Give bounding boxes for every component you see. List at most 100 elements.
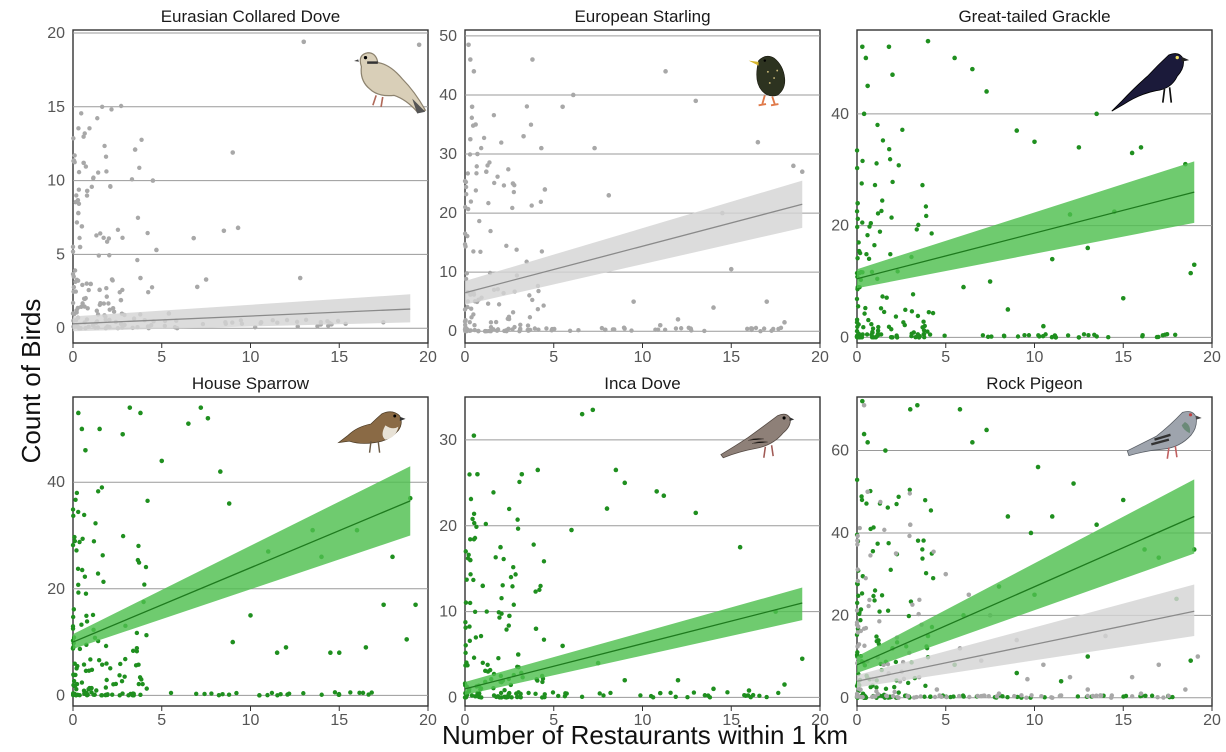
data-point	[198, 405, 204, 410]
data-point	[925, 329, 930, 334]
data-point	[855, 650, 860, 655]
data-point	[230, 639, 236, 645]
data-point	[101, 301, 107, 306]
data-point	[657, 690, 663, 696]
data-point	[874, 161, 879, 166]
data-point	[542, 187, 548, 192]
data-point	[884, 295, 889, 300]
data-point	[921, 538, 926, 543]
data-point	[858, 617, 863, 623]
data-point	[84, 188, 90, 194]
data-point	[896, 690, 901, 695]
data-point	[1172, 332, 1178, 337]
data-point	[516, 690, 521, 695]
x-tick-label: 5	[941, 349, 950, 366]
data-point	[80, 567, 85, 573]
data-point	[541, 637, 547, 642]
data-point	[502, 687, 507, 693]
data-point	[70, 244, 76, 250]
data-point	[1143, 693, 1148, 698]
data-point	[107, 253, 112, 258]
data-point	[1015, 334, 1021, 339]
data-point	[889, 327, 894, 332]
x-tick-label: 20	[419, 349, 437, 366]
data-point	[742, 692, 747, 698]
data-point	[131, 691, 136, 696]
data-point	[880, 294, 885, 299]
data-point	[70, 542, 76, 548]
data-point	[529, 203, 534, 208]
data-point	[890, 335, 895, 340]
data-point	[782, 682, 787, 687]
data-point	[494, 694, 499, 700]
data-point	[884, 693, 890, 699]
data-point	[484, 328, 489, 334]
data-point	[84, 613, 89, 618]
data-point	[1138, 145, 1144, 150]
data-point	[556, 693, 561, 699]
chart-panel: 0 5 10 15 20 0 5 10 15 20 Eurasian Collared Dove	[47, 7, 437, 366]
data-point	[101, 235, 106, 241]
data-point	[1014, 128, 1020, 133]
data-point	[579, 411, 585, 417]
data-point	[923, 204, 929, 209]
data-point	[496, 655, 501, 661]
data-point	[74, 220, 80, 225]
data-point	[943, 571, 949, 577]
data-point	[509, 695, 514, 700]
x-tick-label: 5	[549, 349, 558, 366]
data-point	[867, 224, 872, 229]
data-point	[859, 494, 864, 499]
data-point	[369, 690, 374, 695]
data-point	[856, 624, 861, 629]
data-point	[487, 160, 492, 165]
data-point	[472, 535, 478, 541]
data-point	[94, 308, 100, 313]
data-point	[872, 243, 877, 248]
data-point	[1019, 693, 1024, 698]
trend-line	[856, 610, 1195, 682]
data-point	[469, 115, 475, 120]
data-point	[75, 663, 80, 669]
data-point	[76, 210, 81, 216]
x-tick-label: 0	[853, 712, 862, 729]
x-tick-label: 20	[811, 349, 829, 366]
data-point	[1039, 694, 1044, 699]
data-point	[82, 691, 87, 697]
data-point	[910, 602, 915, 607]
data-point	[77, 539, 82, 545]
data-point	[79, 224, 85, 229]
data-point	[857, 250, 863, 256]
data-point	[416, 42, 422, 48]
data-point	[473, 635, 479, 640]
data-point	[862, 311, 867, 316]
data-point	[104, 239, 110, 244]
data-point	[922, 694, 927, 699]
data-point	[1081, 332, 1087, 337]
data-point	[109, 107, 114, 112]
data-point	[499, 596, 504, 601]
data-point	[678, 326, 684, 331]
data-point	[501, 183, 507, 188]
data-point	[94, 233, 99, 238]
y-tick-label: 10	[439, 604, 457, 621]
data-point	[73, 289, 79, 294]
data-point	[865, 83, 870, 89]
data-point	[893, 551, 899, 556]
y-tick-label: 0	[840, 329, 849, 346]
data-point	[1058, 693, 1064, 698]
data-point	[144, 686, 149, 691]
data-point	[103, 643, 109, 649]
data-point	[485, 669, 491, 674]
data-point	[286, 691, 292, 696]
data-point	[864, 332, 870, 337]
data-point	[1188, 270, 1193, 276]
data-point	[1001, 333, 1007, 338]
data-point	[110, 692, 115, 697]
x-tick-label: 10	[1026, 712, 1044, 729]
data-point	[592, 145, 597, 151]
data-point	[654, 489, 659, 494]
data-point	[71, 672, 76, 677]
data-point	[191, 235, 196, 241]
data-point	[511, 189, 517, 195]
